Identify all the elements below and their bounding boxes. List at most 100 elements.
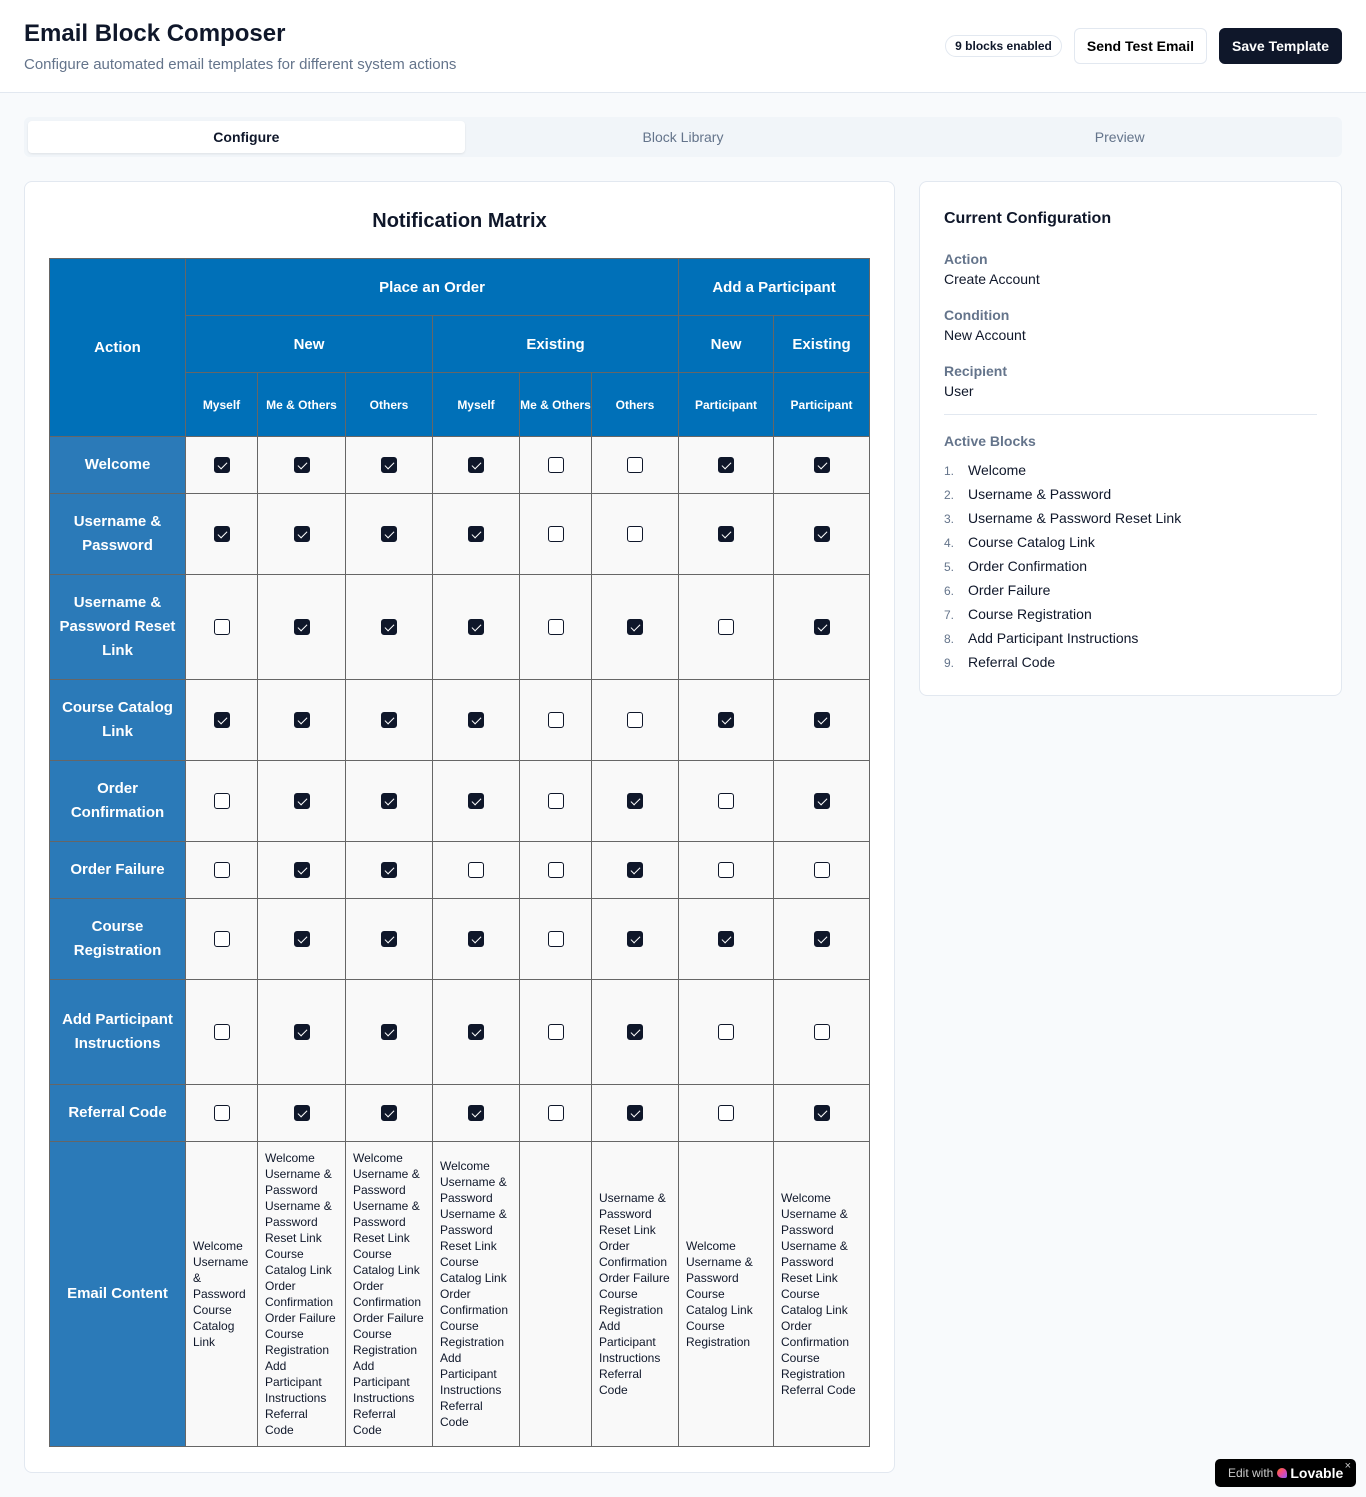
checkbox[interactable] <box>627 930 643 947</box>
checkbox[interactable] <box>718 618 735 635</box>
checkbox[interactable] <box>813 1023 830 1040</box>
checkbox[interactable] <box>468 618 484 635</box>
checkbox[interactable] <box>293 618 310 635</box>
recipient-label: Recipient <box>944 363 1008 379</box>
checkbox[interactable] <box>547 711 564 728</box>
row-header: Username & Password <box>49 493 186 575</box>
checkbox[interactable] <box>547 861 564 878</box>
send-test-email-button[interactable]: Send Test Email <box>1073 28 1207 64</box>
checkbox[interactable] <box>381 618 397 635</box>
checkbox[interactable] <box>381 456 397 473</box>
email-block-name: Order Confirmation <box>599 1239 668 1269</box>
close-icon[interactable]: × <box>1344 1460 1351 1472</box>
checkbox[interactable] <box>468 456 484 473</box>
checkbox[interactable] <box>627 861 643 878</box>
checkbox[interactable] <box>468 930 484 947</box>
checkbox[interactable] <box>547 1104 564 1121</box>
checkbox[interactable] <box>547 456 564 473</box>
checkbox[interactable] <box>813 711 830 728</box>
checkbox[interactable] <box>468 861 484 878</box>
checkbox[interactable] <box>213 711 230 728</box>
checkbox[interactable] <box>213 861 230 878</box>
email-content-cell: Welcome Username & Password Username & Pas… <box>345 1141 433 1447</box>
checkbox[interactable] <box>213 1104 230 1121</box>
checkbox[interactable] <box>813 1104 830 1121</box>
checkbox[interactable] <box>627 525 643 542</box>
checkbox[interactable] <box>381 711 397 728</box>
checkbox[interactable] <box>293 456 310 473</box>
checkbox[interactable] <box>547 930 564 947</box>
checkbox[interactable] <box>381 525 397 542</box>
save-template-button[interactable]: Save Template <box>1218 28 1342 64</box>
checkbox[interactable] <box>813 930 830 947</box>
checkbox[interactable] <box>547 1023 564 1040</box>
email-block-name: Username & Password Reset Link <box>353 1199 420 1245</box>
checkbox[interactable] <box>627 792 643 809</box>
checkbox[interactable] <box>627 1104 643 1121</box>
checkbox[interactable] <box>468 525 484 542</box>
column-header: Myself <box>185 372 258 437</box>
item-number: 3. <box>944 512 955 526</box>
email-block-name: Username & Password <box>265 1167 332 1197</box>
checkbox[interactable] <box>718 456 735 473</box>
checkbox[interactable] <box>718 861 735 878</box>
checkbox[interactable] <box>718 792 735 809</box>
tab-configure[interactable]: Configure <box>28 121 465 153</box>
checkbox[interactable] <box>213 456 230 473</box>
checkbox[interactable] <box>547 618 564 635</box>
email-block-name: Order Confirmation <box>353 1279 422 1309</box>
checkbox[interactable] <box>213 930 230 947</box>
email-block-name: Order Confirmation <box>440 1287 509 1317</box>
checkbox[interactable] <box>381 861 397 878</box>
checkbox[interactable] <box>547 792 564 809</box>
checkbox[interactable] <box>813 456 830 473</box>
checkbox[interactable] <box>718 1104 735 1121</box>
checkbox[interactable] <box>213 792 230 809</box>
checkbox[interactable] <box>213 618 230 635</box>
checkbox[interactable] <box>213 525 230 542</box>
item-label: Order Failure <box>968 582 1051 598</box>
matrix-cell <box>519 1084 592 1142</box>
checkbox[interactable] <box>293 525 310 542</box>
matrix-cell <box>432 436 520 494</box>
checkbox[interactable] <box>718 930 735 947</box>
checkbox[interactable] <box>293 930 310 947</box>
tab-block-library[interactable]: Block Library <box>642 129 724 145</box>
checkbox[interactable] <box>381 1104 397 1121</box>
checkbox[interactable] <box>627 456 643 473</box>
tab-preview[interactable]: Preview <box>1094 129 1145 145</box>
checkbox[interactable] <box>293 792 310 809</box>
checkbox[interactable] <box>468 792 484 809</box>
matrix-row: Order Confirmation <box>49 760 871 842</box>
email-block-name: Welcome <box>781 1191 831 1205</box>
checkbox[interactable] <box>547 525 564 542</box>
checkbox[interactable] <box>813 792 830 809</box>
email-content-cell <box>519 1141 592 1447</box>
checkbox[interactable] <box>293 861 310 878</box>
active-block-item: 4. Course Catalog Link <box>944 534 1181 558</box>
checkbox[interactable] <box>627 618 643 635</box>
checkbox[interactable] <box>813 618 830 635</box>
checkbox[interactable] <box>293 711 310 728</box>
matrix-cell <box>257 760 346 842</box>
checkbox[interactable] <box>293 1023 310 1040</box>
checkbox[interactable] <box>381 792 397 809</box>
checkbox[interactable] <box>718 1023 735 1040</box>
edit-with-lovable-badge[interactable]: Edit with Lovable × <box>1215 1459 1356 1487</box>
checkbox[interactable] <box>627 711 643 728</box>
checkbox[interactable] <box>293 1104 310 1121</box>
checkbox[interactable] <box>381 930 397 947</box>
checkbox[interactable] <box>813 525 830 542</box>
checkbox[interactable] <box>718 525 735 542</box>
checkbox[interactable] <box>468 1023 484 1040</box>
checkbox[interactable] <box>468 711 484 728</box>
checkbox[interactable] <box>813 861 830 878</box>
email-block-name: Username & Password <box>193 1255 249 1301</box>
checkbox[interactable] <box>468 1104 484 1121</box>
checkbox[interactable] <box>213 1023 230 1040</box>
checkbox[interactable] <box>718 711 735 728</box>
active-block-item: 8. Add Participant Instructions <box>944 630 1181 654</box>
checkbox[interactable] <box>627 1023 643 1040</box>
checkbox[interactable] <box>381 1023 397 1040</box>
condition-value: New Account <box>944 327 1026 343</box>
